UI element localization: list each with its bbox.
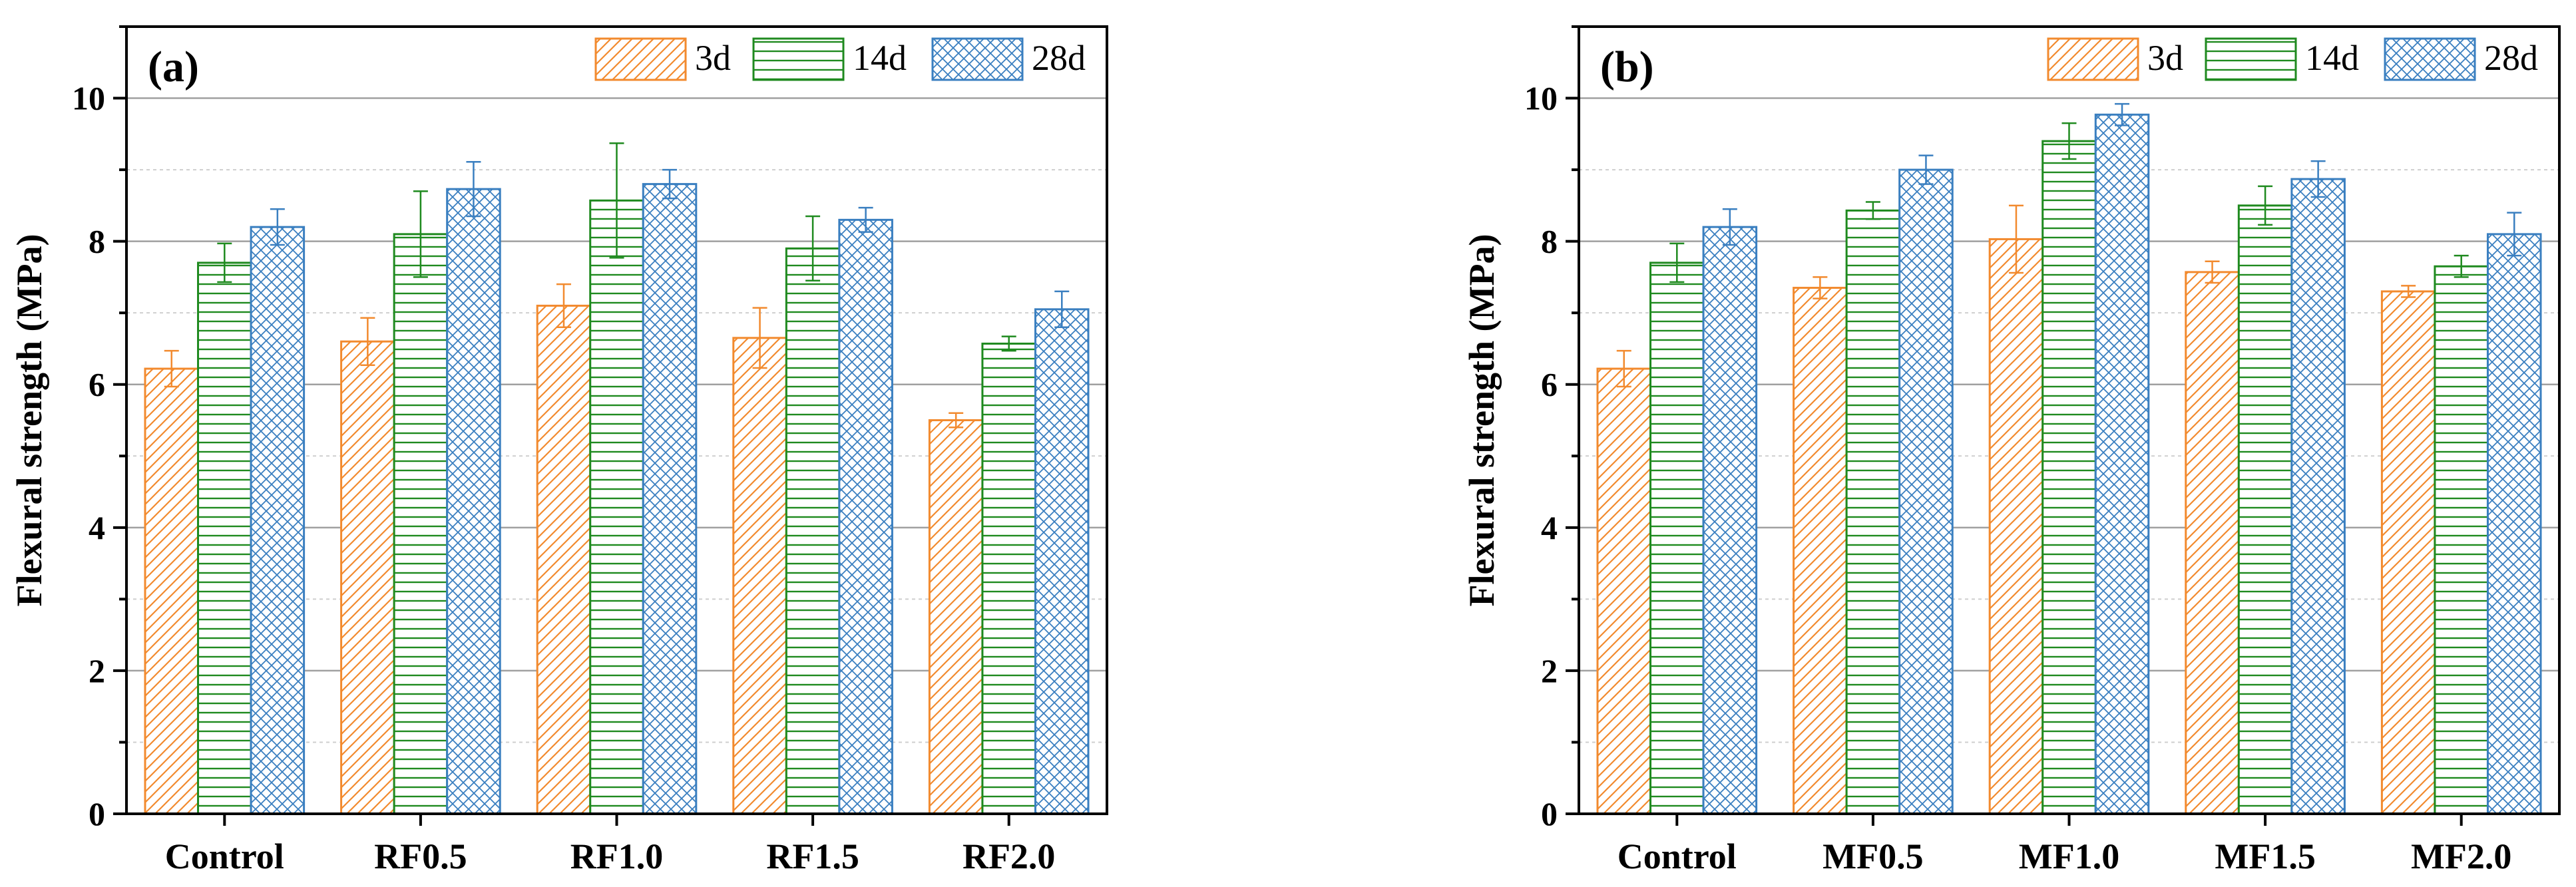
y-tick-label: 8 — [89, 223, 105, 260]
bar-14d-rf1-0 — [589, 199, 644, 815]
y-axis-label: Flexural strength (MPa) — [9, 234, 49, 607]
bar-3d-rf1-0 — [536, 304, 592, 815]
bar-14d-control — [1649, 262, 1705, 815]
bar-14d-mf1-0 — [2041, 140, 2097, 815]
x-tick-label: RF0.5 — [374, 836, 467, 876]
legend-label-3d: 3d — [695, 38, 731, 78]
bar-28d-rf0-5 — [446, 188, 501, 815]
legend-swatch-28d — [931, 37, 1024, 81]
x-tick-label: RF1.5 — [766, 836, 859, 876]
legend-label-14d: 14d — [2305, 38, 2359, 78]
panel-label: (b) — [1600, 43, 1654, 91]
y-tick-label: 2 — [1541, 652, 1558, 689]
legend-label-3d: 3d — [2147, 38, 2183, 78]
y-tick-label: 0 — [1541, 795, 1558, 832]
bar-28d-control — [250, 226, 306, 815]
x-tick-label: MF0.5 — [1823, 836, 1923, 876]
bar-3d-mf1-5 — [2185, 271, 2240, 815]
bar-3d-mf1-0 — [1988, 238, 2044, 815]
x-tick-label: MF1.5 — [2215, 836, 2315, 876]
bar-14d-mf2-0 — [2434, 265, 2489, 815]
legend-swatch-14d — [752, 37, 845, 81]
bar-28d-mf0-5 — [1898, 168, 1954, 815]
y-tick-label: 6 — [89, 366, 105, 403]
bar-3d-rf0-5 — [340, 340, 395, 815]
x-tick-label: MF2.0 — [2411, 836, 2511, 876]
bar-28d-rf1-5 — [838, 218, 893, 815]
bar-3d-rf1-5 — [732, 337, 787, 815]
legend-swatch-14d — [2205, 37, 2297, 81]
bar-14d-rf2-0 — [981, 342, 1036, 815]
x-tick-label: MF1.0 — [2019, 836, 2119, 876]
bar-3d-control — [1596, 367, 1652, 815]
x-tick-label: Control — [1617, 836, 1737, 876]
bar-3d-control — [144, 367, 200, 815]
bar-3d-mf2-0 — [2380, 290, 2436, 815]
x-tick-label: RF1.0 — [570, 836, 663, 876]
bar-14d-rf0-5 — [393, 233, 449, 815]
bar-3d-mf0-5 — [1793, 287, 1848, 815]
bar-28d-mf1-5 — [2290, 178, 2346, 815]
bar-28d-rf1-0 — [642, 183, 698, 815]
bar-3d-rf2-0 — [928, 419, 984, 815]
legend-swatch-3d — [594, 37, 687, 81]
bar-28d-control — [1702, 226, 1758, 815]
chart-panel-b: 0 2 4 6 8 10 Control MF0.5 MF1.0 MF1.5 MF2.0 Flexur… — [1462, 25, 2561, 876]
legend-label-28d: 28d — [1032, 38, 1086, 78]
legend-label-14d: 14d — [853, 38, 907, 78]
legend: 3d 14d 28d — [594, 37, 1086, 81]
bar-14d-control — [197, 262, 252, 815]
legend-label-28d: 28d — [2484, 38, 2538, 78]
bar-28d-rf2-0 — [1034, 308, 1090, 815]
y-tick-label: 10 — [72, 80, 105, 117]
y-tick-label: 10 — [1524, 80, 1558, 117]
y-tick-label: 8 — [1541, 223, 1558, 260]
panel-label: (a) — [148, 43, 199, 91]
y-tick-label: 4 — [1541, 509, 1558, 546]
y-tick-label: 0 — [89, 795, 105, 832]
bar-14d-rf1-5 — [785, 247, 841, 815]
bar-14d-mf0-5 — [1845, 209, 1901, 815]
y-tick-label: 4 — [89, 509, 105, 546]
y-tick-label: 6 — [1541, 366, 1558, 403]
x-tick-label: RF2.0 — [963, 836, 1055, 876]
legend-swatch-3d — [2047, 37, 2139, 81]
bar-28d-mf2-0 — [2486, 233, 2542, 815]
chart-panel-a: 0 2 4 6 8 10 Control RF0.5 RF1.0 RF1.5 RF2.0 Flexur… — [9, 25, 1108, 876]
bar-28d-mf1-0 — [2094, 113, 2150, 815]
legend-swatch-28d — [2384, 37, 2476, 81]
x-tick-label: Control — [165, 836, 284, 876]
y-tick-label: 2 — [89, 652, 105, 689]
legend: 3d 14d 28d — [2047, 37, 2538, 81]
bar-14d-mf1-5 — [2237, 204, 2293, 815]
y-axis-label: Flexural strength (MPa) — [1462, 234, 1502, 607]
